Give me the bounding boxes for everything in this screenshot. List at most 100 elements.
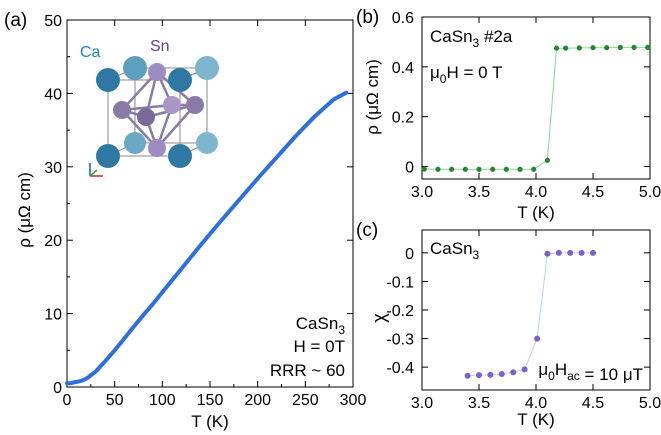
- data-point: [618, 45, 623, 50]
- data-point: [545, 158, 550, 163]
- y-tick-label: 0: [53, 380, 62, 397]
- y-tick-label: 30: [44, 160, 62, 177]
- data-point: [510, 369, 516, 375]
- x-tick-label: 5.0: [639, 395, 661, 412]
- panel-b: (b) ρ (μΩ cm) T (K) 3.0 3.5 4.0 4.5 5.0 0 0.2 0…: [356, 7, 661, 222]
- ca-atom: [96, 68, 120, 92]
- panel-c: (c) χ T (K) 3.0 3.5 4.0 4.5 5.0 -0.4 -0.3 -0.2 -…: [356, 220, 661, 429]
- y-tick-label: 0.4: [392, 60, 414, 77]
- x-tick-label: 100: [149, 392, 176, 409]
- x-tick-label: 0: [63, 392, 72, 409]
- panel-a-xlabel: T (K): [191, 412, 228, 431]
- panel-a-annotation-material: CaSn3: [296, 314, 346, 337]
- data-point: [556, 250, 562, 256]
- data-point: [499, 371, 505, 377]
- y-tick-label: 0: [405, 160, 414, 177]
- data-point: [449, 167, 454, 172]
- data-point: [490, 167, 495, 172]
- sn-atom: [186, 96, 204, 114]
- y-tick-label: -0.4: [386, 360, 414, 377]
- x-tick-label: 3.5: [468, 395, 490, 412]
- inset-label-ca: Ca: [80, 44, 101, 61]
- x-tick-label: 3.5: [468, 184, 490, 201]
- data-point: [554, 46, 559, 51]
- data-point: [531, 167, 536, 172]
- ca-atom: [123, 56, 147, 80]
- x-tick-label: 3.0: [411, 395, 433, 412]
- panel-b-ylabel: ρ (μΩ cm): [363, 59, 382, 135]
- panel-c-ticks: 3.0 3.5 4.0 4.5 5.0 -0.4 -0.3 -0.2 -0.1 0: [386, 230, 661, 412]
- y-tick-label: -0.2: [386, 303, 414, 320]
- x-tick-label: 150: [197, 392, 224, 409]
- data-point: [435, 167, 440, 172]
- panel-a-label: (a): [4, 10, 27, 31]
- data-point: [517, 167, 522, 172]
- sn-atom: [137, 108, 155, 126]
- data-point: [504, 167, 509, 172]
- x-tick-label: 4.0: [525, 184, 547, 201]
- data-point: [563, 46, 568, 51]
- data-point: [534, 336, 540, 342]
- inset-label-sn: Sn: [150, 38, 170, 55]
- ca-atom: [96, 144, 120, 168]
- y-tick-label: 0.2: [392, 110, 414, 127]
- x-tick-label: 200: [244, 392, 271, 409]
- data-point: [487, 372, 493, 378]
- data-point: [567, 250, 573, 256]
- data-point: [476, 167, 481, 172]
- panel-c-annotation-material: CaSn3: [430, 239, 480, 262]
- ca-atom: [124, 132, 146, 154]
- sn-atom: [148, 63, 166, 81]
- data-point: [577, 45, 582, 50]
- data-point: [422, 166, 427, 171]
- panel-a-annotation-rrr: RRR ~ 60: [270, 361, 345, 380]
- data-point: [579, 250, 585, 256]
- panel-c-xlabel: T (K): [517, 410, 554, 429]
- panel-b-annotation-material: CaSn3 #2a: [430, 27, 513, 50]
- x-tick-label: 4.0: [525, 395, 547, 412]
- data-point: [631, 45, 636, 50]
- data-point: [645, 45, 650, 50]
- data-point: [544, 251, 550, 257]
- x-tick-label: 4.5: [582, 395, 604, 412]
- x-tick-label: 50: [106, 392, 124, 409]
- sn-atom: [148, 139, 166, 157]
- panel-c-annotation-field: μ0Hac = 10 μT: [538, 360, 643, 384]
- ca-atom: [168, 68, 192, 92]
- x-tick-label: 3.0: [411, 184, 433, 201]
- panel-c-series: [465, 250, 596, 379]
- ca-atom: [196, 132, 218, 154]
- y-tick-label: 40: [44, 86, 62, 103]
- data-point: [604, 45, 609, 50]
- data-point: [590, 45, 595, 50]
- data-point: [522, 366, 528, 372]
- y-tick-label: -0.1: [386, 274, 414, 291]
- y-tick-label: -0.3: [386, 332, 414, 349]
- data-point: [463, 167, 468, 172]
- panel-b-xlabel: T (K): [517, 203, 554, 222]
- panel-a-ylabel: ρ (μΩ cm): [15, 172, 34, 248]
- ca-atom: [168, 144, 192, 168]
- y-tick-label: 0: [405, 246, 414, 263]
- panel-a: (a) ρ (μΩ cm) T (K) 0 50 100 150 200 250 300 0 1…: [4, 10, 366, 431]
- series-line: [468, 253, 593, 376]
- x-tick-label: 5.0: [639, 184, 661, 201]
- y-tick-label: 50: [44, 13, 62, 30]
- panel-b-annotation-field: μ0H = 0 T: [430, 63, 502, 86]
- panel-b-label: (b): [356, 7, 379, 28]
- data-point: [590, 250, 596, 256]
- panel-a-annotation-field: H = 0T: [294, 337, 346, 356]
- data-point: [476, 372, 482, 378]
- x-tick-label: 4.5: [582, 184, 604, 201]
- sn-atom: [113, 101, 131, 119]
- x-tick-label: 300: [340, 392, 367, 409]
- panel-c-label: (c): [356, 220, 378, 241]
- data-point: [465, 373, 471, 379]
- y-tick-label: 20: [44, 233, 62, 250]
- x-tick-label: 250: [292, 392, 319, 409]
- y-tick-label: 0.6: [392, 10, 414, 27]
- sn-atom: [163, 96, 181, 114]
- crystal-inset: Ca Sn: [80, 38, 219, 176]
- y-tick-label: 10: [44, 307, 62, 324]
